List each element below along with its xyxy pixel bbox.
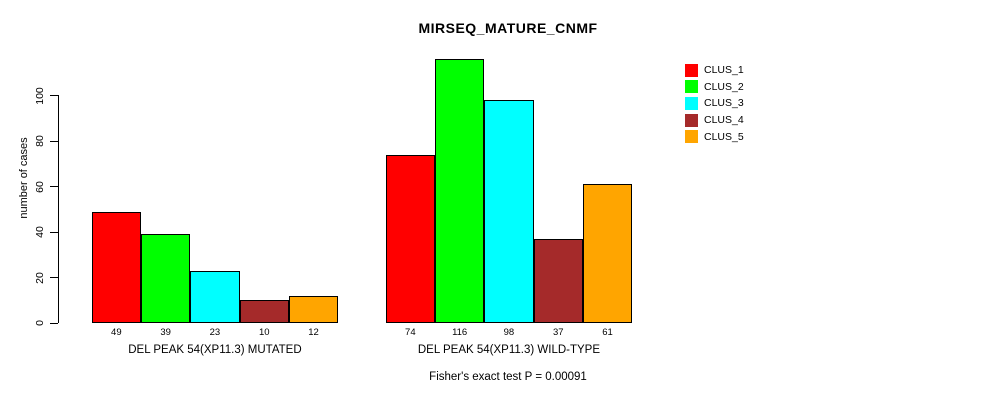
- bar-clus_4-group-1: [239, 300, 289, 323]
- bar-value-label: 37: [552, 327, 564, 338]
- bar-value-label: 116: [452, 327, 468, 338]
- bar-clus_1-group-1: [91, 212, 141, 323]
- legend-item: CLUS_2: [685, 79, 744, 96]
- bar-value-label: 23: [209, 327, 221, 338]
- legend-label: CLUS_2: [704, 80, 744, 93]
- bar-clus_4-group-2: [533, 239, 583, 323]
- bar-clus_5-group-2: [582, 184, 633, 323]
- group-label: DEL PEAK 54(XP11.3) MUTATED: [128, 344, 302, 356]
- y-axis-tick: [50, 277, 58, 278]
- legend-swatch-icon: [685, 130, 698, 144]
- y-axis-tick: [50, 140, 58, 142]
- y-axis-tick: [50, 231, 58, 233]
- bar-value-label: 12: [308, 327, 319, 338]
- bar-value-label: 39: [160, 327, 171, 338]
- y-axis-label: number of cases: [18, 137, 30, 219]
- legend-swatch-icon: [685, 63, 698, 77]
- legend-label: CLUS_5: [704, 130, 744, 143]
- legend-item: CLUS_3: [685, 95, 744, 112]
- legend-label: CLUS_4: [704, 114, 744, 127]
- bar-value-label: 74: [405, 327, 416, 338]
- bar-value-label: 49: [111, 327, 122, 338]
- y-axis-tick-label: 20: [34, 271, 46, 284]
- bar-value-label: 10: [258, 327, 270, 338]
- group-label: DEL PEAK 54(XP11.3) WILD-TYPE: [417, 344, 601, 356]
- y-axis-line: [58, 95, 59, 323]
- y-axis-tick-label: 60: [34, 180, 46, 193]
- y-axis-tick-label: 100: [34, 86, 46, 105]
- legend-swatch-icon: [685, 113, 698, 127]
- bar-clus_2-group-2: [435, 59, 485, 323]
- legend: CLUS_1 CLUS_2 CLUS_3 CLUS_4 CLUS_5: [685, 62, 744, 145]
- legend-label: CLUS_1: [704, 64, 744, 77]
- y-axis-tick-label: 0: [34, 320, 46, 326]
- legend-label: CLUS_3: [704, 97, 744, 110]
- y-axis-tick-label: 80: [34, 135, 46, 147]
- bar-clus_3-group-1: [190, 271, 240, 323]
- page-title: MIRSEQ_MATURE_CNMF: [418, 20, 598, 36]
- bar-value-label: 98: [503, 327, 515, 338]
- legend-item: CLUS_1: [685, 62, 744, 79]
- y-axis-tick: [50, 95, 58, 96]
- bar-clus_5-group-1: [288, 296, 339, 323]
- legend-item: CLUS_5: [685, 128, 744, 145]
- y-axis-tick: [50, 322, 58, 324]
- bar-clus_3-group-2: [484, 100, 534, 323]
- legend-item: CLUS_4: [685, 112, 744, 129]
- y-axis-tick-label: 40: [34, 226, 46, 238]
- bar-value-label: 61: [602, 327, 613, 338]
- legend-swatch-icon: [685, 96, 698, 110]
- legend-swatch-icon: [685, 80, 698, 94]
- bar-clus_1-group-2: [385, 155, 435, 323]
- bar-clus_2-group-1: [141, 234, 191, 323]
- footer-note: Fisher's exact test P = 0.00091: [429, 371, 587, 383]
- y-axis-tick: [50, 186, 58, 187]
